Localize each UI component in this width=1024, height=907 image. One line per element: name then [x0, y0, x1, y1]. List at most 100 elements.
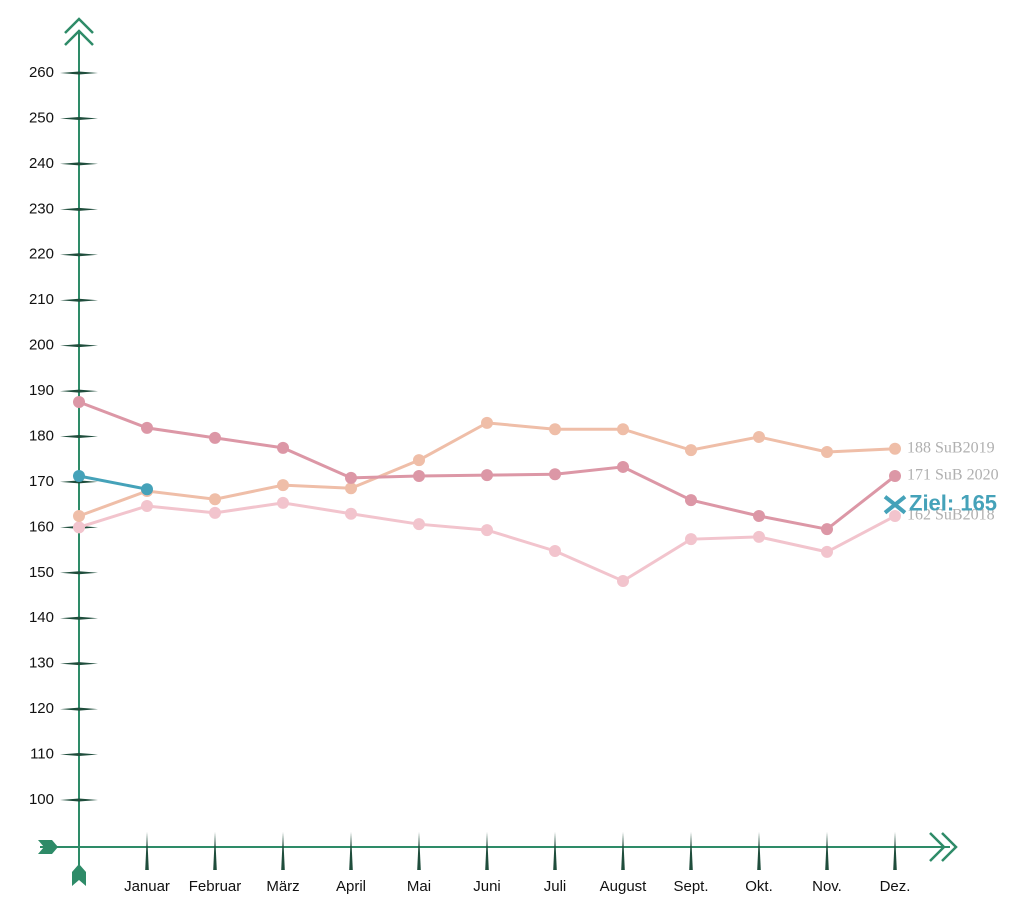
- point: [277, 496, 289, 509]
- point: [209, 431, 221, 444]
- x-tick-label: März: [266, 878, 299, 895]
- x-arrow: [929, 832, 946, 862]
- y-tick-label: 190: [29, 382, 54, 399]
- point: [481, 524, 493, 537]
- point: [617, 423, 629, 436]
- point: [345, 482, 357, 495]
- x-tick-label: Dez.: [880, 878, 911, 895]
- x-tick-label: Okt.: [745, 878, 773, 895]
- x-tick-label: Februar: [189, 878, 242, 895]
- x-tick-label: Juni: [473, 878, 501, 895]
- point: [753, 530, 765, 543]
- point: [141, 483, 153, 496]
- x-tick: [757, 832, 761, 870]
- x-tick: [213, 832, 217, 870]
- point: [141, 500, 153, 513]
- x-tick-label: Sept.: [673, 878, 708, 895]
- point: [73, 470, 85, 483]
- target-marker: [883, 495, 907, 515]
- point: [617, 460, 629, 473]
- y-tick-label: 210: [29, 291, 54, 308]
- x-tick: [145, 832, 149, 870]
- y-tick: [60, 662, 98, 666]
- y-tick-label: 130: [29, 655, 54, 672]
- point: [73, 521, 85, 534]
- y-arrow: [64, 29, 94, 46]
- y-tick-label: 160: [29, 518, 54, 535]
- axis-marker: [72, 864, 86, 886]
- x-arrow: [941, 832, 958, 862]
- y-tick-label: 180: [29, 427, 54, 444]
- point: [73, 510, 85, 523]
- y-tick: [60, 435, 98, 438]
- y-tick: [60, 207, 98, 211]
- point: [413, 470, 425, 483]
- y-tick-label: 220: [29, 246, 54, 263]
- point: [889, 442, 901, 455]
- x-tick: [621, 832, 625, 870]
- series-label: 188 SuB2019: [907, 439, 995, 456]
- x-tick: [689, 832, 693, 870]
- y-tick: [60, 798, 98, 802]
- y-tick: [60, 571, 98, 575]
- point: [821, 545, 833, 558]
- x-tick-label: Nov.: [812, 878, 842, 895]
- x-tick: [485, 832, 489, 870]
- y-tick-label: 150: [29, 564, 54, 581]
- y-arrow: [64, 17, 94, 34]
- point: [209, 493, 221, 506]
- y-tick: [60, 162, 98, 166]
- point: [753, 510, 765, 523]
- point: [549, 423, 561, 436]
- x-tick: [825, 832, 829, 870]
- y-tick: [60, 389, 98, 393]
- axes: [40, 17, 958, 870]
- target-label: Ziel: 165: [909, 490, 997, 515]
- y-tick-label: 110: [30, 746, 54, 763]
- point: [481, 469, 493, 482]
- x-tick-label: August: [600, 878, 648, 895]
- point: [821, 523, 833, 536]
- series-line: [78, 474, 148, 491]
- y-tick: [60, 116, 98, 120]
- y-tick-label: 100: [29, 791, 54, 808]
- y-tick-label: 170: [29, 473, 54, 490]
- y-tick-label: 250: [29, 109, 54, 126]
- y-tick: [60, 71, 98, 75]
- point: [821, 445, 833, 458]
- x-tick-label: April: [336, 878, 366, 895]
- y-tick: [60, 253, 98, 257]
- point: [277, 441, 289, 454]
- point: [141, 421, 153, 434]
- y-tick: [60, 707, 98, 711]
- x-tick-label: Januar: [124, 878, 170, 895]
- y-tick-label: 240: [29, 155, 54, 172]
- x-tick: [417, 832, 421, 870]
- point: [73, 395, 85, 408]
- point: [753, 430, 765, 443]
- series-label: 162 SuB2018: [907, 507, 995, 524]
- y-tick-label: 120: [29, 700, 54, 717]
- point: [413, 518, 425, 531]
- series-line: [78, 501, 896, 583]
- y-tick-label: 200: [29, 337, 54, 354]
- y-tick: [60, 298, 98, 302]
- point: [889, 510, 901, 523]
- point: [549, 544, 561, 557]
- axis-marker: [38, 840, 58, 854]
- point: [277, 479, 289, 492]
- y-tick-label: 230: [29, 200, 54, 217]
- y-tick-label: 140: [29, 609, 54, 626]
- x-tick: [893, 832, 897, 870]
- y-tick-label: 260: [29, 64, 54, 81]
- point: [481, 416, 493, 429]
- y-tick: [60, 616, 98, 620]
- point: [345, 471, 357, 484]
- x-tick-label: Mai: [407, 878, 431, 895]
- point: [617, 574, 629, 587]
- point: [685, 533, 697, 546]
- point: [413, 454, 425, 467]
- x-tick: [553, 832, 557, 870]
- point: [345, 507, 357, 520]
